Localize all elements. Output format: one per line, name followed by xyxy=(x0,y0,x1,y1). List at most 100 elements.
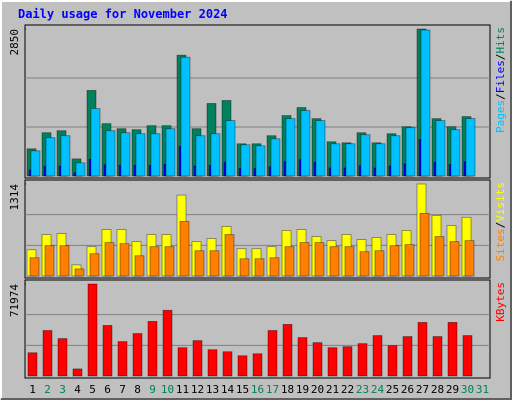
x-tick-label: 25 xyxy=(386,383,399,396)
bar xyxy=(72,368,83,377)
x-tick-label: 13 xyxy=(206,383,219,396)
x-tick-label: 22 xyxy=(341,383,354,396)
bar xyxy=(434,236,445,277)
bar xyxy=(465,118,476,177)
legend: KBytes xyxy=(494,282,507,322)
bar xyxy=(389,245,400,277)
bar xyxy=(299,242,310,277)
x-tick-label: 30 xyxy=(461,383,474,396)
bar xyxy=(300,110,311,177)
bar xyxy=(269,257,280,277)
x-tick-label: 1 xyxy=(29,383,36,396)
legend-separator: / xyxy=(494,93,507,100)
bar xyxy=(432,336,443,377)
bar xyxy=(419,212,430,277)
x-tick-label: 17 xyxy=(266,383,279,396)
legend-entry: KBytes xyxy=(494,282,507,322)
bar xyxy=(177,347,188,377)
bar xyxy=(90,108,101,177)
bar xyxy=(464,240,475,277)
bar xyxy=(135,133,146,177)
x-tick-label: 24 xyxy=(371,383,385,396)
x-tick-label: 10 xyxy=(161,383,174,396)
bar xyxy=(119,243,130,277)
legend: Sites/Visits xyxy=(494,182,507,262)
x-tick-label: 19 xyxy=(296,383,309,396)
bar xyxy=(237,355,248,377)
bar xyxy=(165,128,176,177)
x-tick-label: 18 xyxy=(281,383,294,396)
bar xyxy=(89,253,100,277)
bar xyxy=(345,143,356,177)
x-tick-label: 21 xyxy=(326,383,339,396)
bar xyxy=(224,234,235,277)
bar xyxy=(252,353,263,377)
bar xyxy=(375,143,386,177)
y-tick-label: 1314 xyxy=(8,184,21,211)
bar xyxy=(404,244,415,277)
x-tick-label: 11 xyxy=(176,383,189,396)
bar xyxy=(417,322,428,377)
bar xyxy=(297,337,308,377)
bar xyxy=(374,250,385,277)
bar xyxy=(357,343,368,377)
bar xyxy=(60,135,71,177)
bar xyxy=(450,129,461,177)
bar xyxy=(132,333,143,377)
x-tick-label: 6 xyxy=(104,383,111,396)
x-tick-label: 4 xyxy=(74,383,81,396)
bar xyxy=(435,120,446,177)
bar xyxy=(134,255,145,277)
bar xyxy=(42,330,53,377)
bar xyxy=(402,336,413,377)
bar xyxy=(149,246,160,277)
bar xyxy=(75,162,86,177)
x-tick-label: 9 xyxy=(149,383,156,396)
bar xyxy=(342,346,353,377)
bar xyxy=(162,309,173,377)
legend-entry: Hits xyxy=(494,27,507,54)
bar xyxy=(222,351,233,377)
legend: Pages/Files/Hits xyxy=(494,27,507,133)
bar xyxy=(74,268,85,277)
bar xyxy=(270,138,281,177)
bar xyxy=(147,321,158,377)
bar xyxy=(195,135,206,177)
y-tick-label: 2850 xyxy=(8,29,21,56)
bar xyxy=(120,132,131,177)
x-tick-label: 2 xyxy=(44,383,51,396)
bar xyxy=(239,258,250,277)
bar xyxy=(255,145,266,177)
bar xyxy=(285,118,296,177)
bar xyxy=(387,345,398,377)
bar xyxy=(329,246,340,277)
x-tick-label: 16 xyxy=(251,383,264,396)
bar xyxy=(390,135,401,177)
bar xyxy=(344,246,355,277)
bar xyxy=(312,342,323,377)
bar xyxy=(359,251,370,277)
x-tick-label: 12 xyxy=(191,383,204,396)
bar xyxy=(210,133,221,177)
legend-entry: Files xyxy=(494,60,507,93)
bar xyxy=(282,324,293,377)
bar xyxy=(104,242,115,277)
bar xyxy=(405,127,416,177)
bar xyxy=(315,120,326,177)
bar xyxy=(30,150,41,177)
bar xyxy=(29,257,40,277)
x-tick-label: 29 xyxy=(446,383,459,396)
legend-separator: / xyxy=(494,222,507,229)
bar xyxy=(284,246,295,277)
x-tick-label: 31 xyxy=(476,383,489,396)
bar xyxy=(194,250,205,277)
bar xyxy=(164,246,175,277)
bar xyxy=(225,120,236,177)
bar xyxy=(27,352,38,377)
bar xyxy=(150,133,161,177)
x-tick-label: 8 xyxy=(134,383,141,396)
x-tick-label: 5 xyxy=(89,383,96,396)
bar xyxy=(330,143,341,177)
bar xyxy=(372,335,383,377)
